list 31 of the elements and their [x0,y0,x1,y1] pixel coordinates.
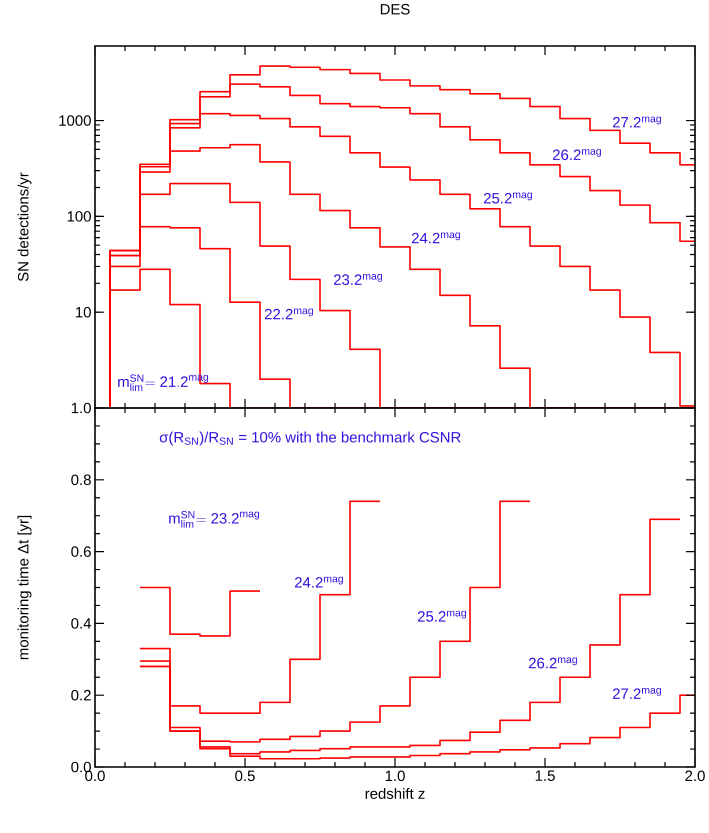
x-tick-label: 0.0 [85,770,105,782]
annotation: 26.2$^{mag}$ [528,657,577,668]
annotation: 23.2$^{mag}$ [334,274,382,285]
chart-title: DES [380,4,410,14]
x-tick-label: 1.5 [536,770,555,781]
y-axis-title: SN detections/yr [18,172,32,282]
annotation: 27.2$^{mag}$ [612,116,661,128]
y-tick-label: 0.4 [71,618,92,629]
x-tick-label: 1.0 [386,770,405,782]
y-tick-label: 0.8 [71,474,91,486]
annotation: $\mathrm{m}^{\mathrm{SN}}_{\mathrm{lim}}\mathrm{=21.2}^{\mathrm{mag}}$ [118,374,208,391]
y-axis-title: monitoring time Δt [yr] [18,516,32,660]
annotation: 26.2$^{mag}$ [552,149,601,160]
y-tick-label: 10 [76,306,91,318]
y-tick-label: 1000 [59,115,91,126]
annotation: 25.2$^{mag}$ [418,610,466,622]
y-tick-label: 1.0 [72,402,91,414]
annotation: σ(R$_{SN}$)/R$_{SN}$ = 10% with the benchmark CSNR [160,432,461,446]
annotation: 24.2$^{mag}$ [412,232,460,244]
annotation: $\mathrm{m}^{\mathrm{SN}}_{\mathrm{lim}}\mathrm{=23.2}^{\mathrm{mag}}$ [169,511,260,528]
y-tick-label: 0.0 [71,762,91,772]
annotation: 24.2$^{mag}$ [294,576,343,588]
annotation: 27.2$^{mag}$ [612,688,661,699]
x-tick-label: 2.0 [685,770,705,782]
y-tick-label: 0.2 [71,690,91,700]
annotation: 22.2$^{mag}$ [264,308,313,320]
x-tick-label: 0.5 [235,770,255,782]
x-axis-title: redshift z [366,788,425,799]
y-tick-label: 100 [68,211,91,222]
annotation: 25.2$^{mag}$ [484,192,532,204]
y-tick-label: 0.6 [71,546,91,557]
